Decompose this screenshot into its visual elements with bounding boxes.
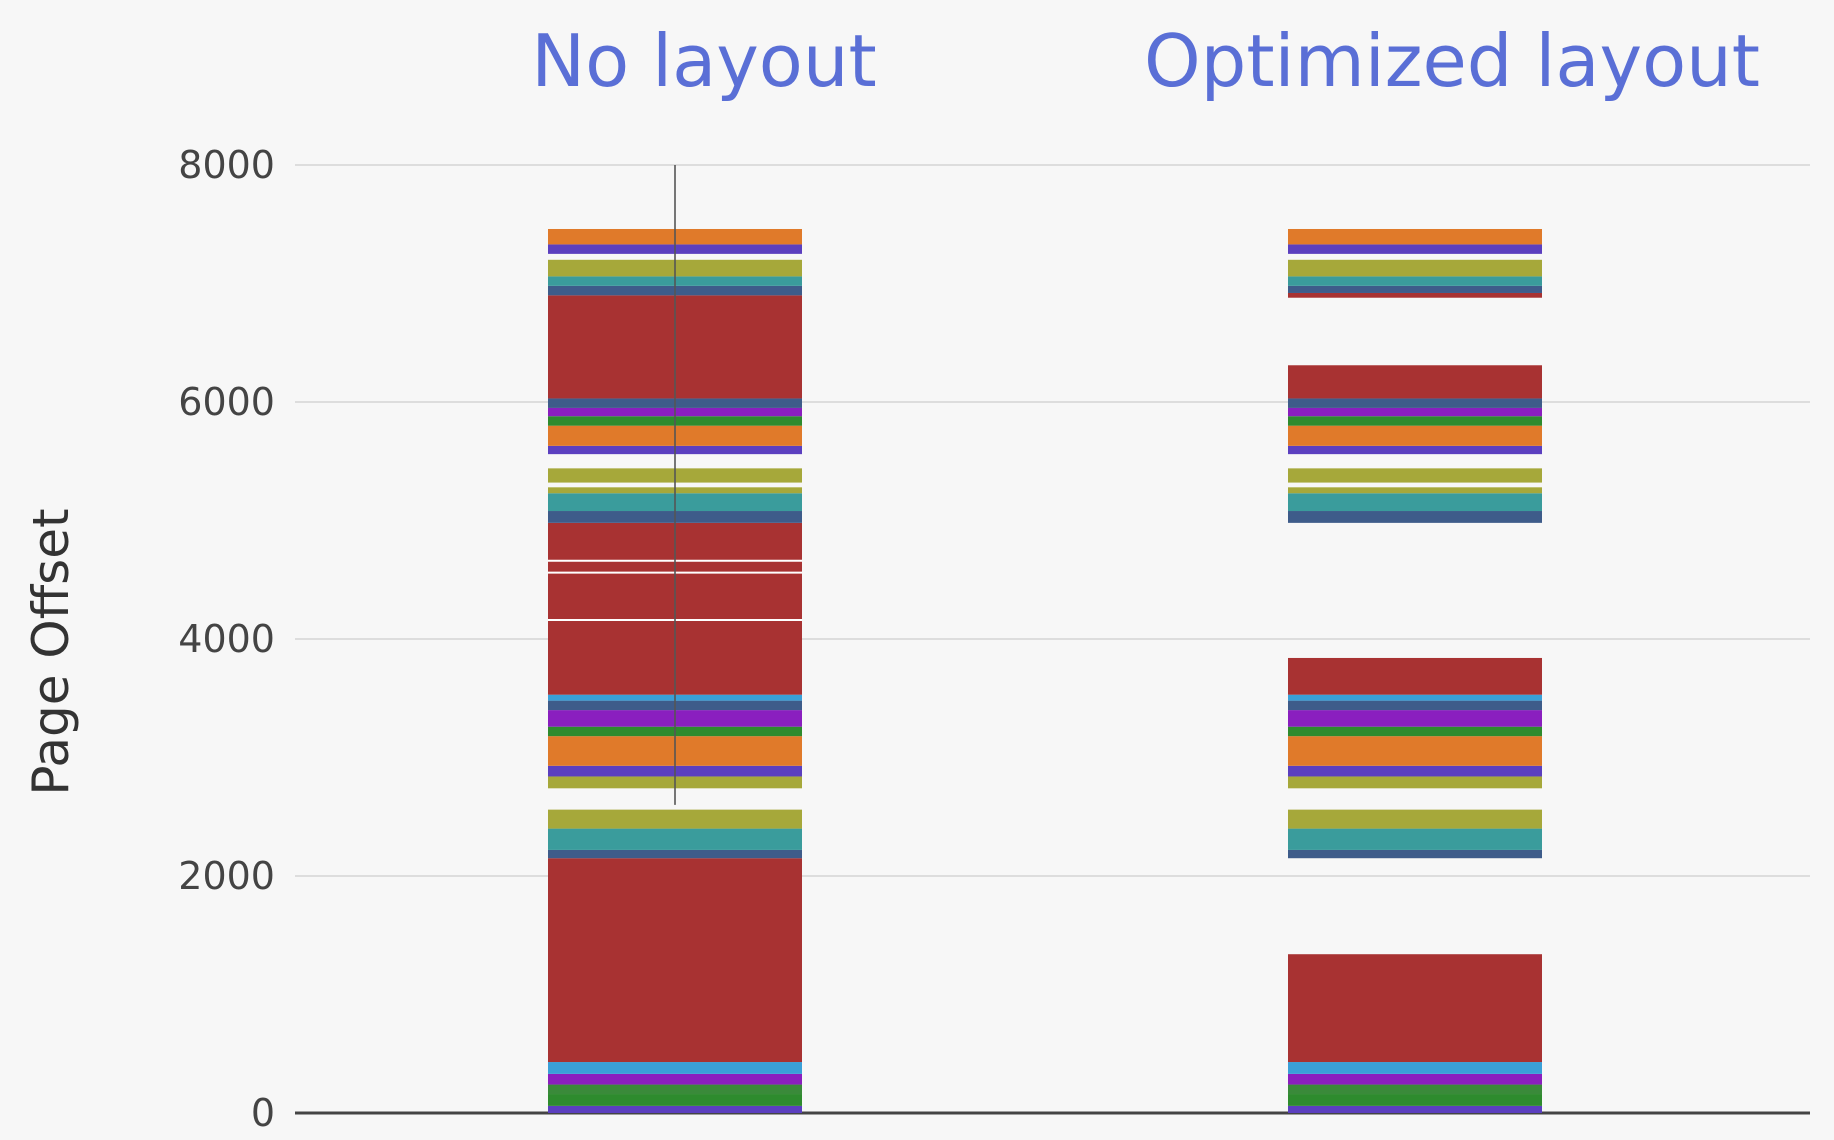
- page-segment: [1288, 407, 1542, 417]
- page-segment: [1288, 828, 1542, 850]
- page-segment: [548, 828, 802, 850]
- page-segment: [1288, 776, 1542, 789]
- column-title-no-layout: No layout: [531, 19, 876, 103]
- page-segment: [1288, 657, 1542, 695]
- page-segment: [1288, 276, 1542, 286]
- page-segment: [1288, 259, 1542, 277]
- page-segment: [1288, 468, 1542, 483]
- page-segment: [1288, 365, 1542, 399]
- page-segment: [548, 849, 802, 859]
- page-segment: [1288, 416, 1542, 426]
- page-segment: [548, 1073, 802, 1085]
- page-segment: [1288, 487, 1542, 494]
- y-axis-ticks: 0 2000 4000 6000 8000: [178, 143, 275, 1135]
- y-tick-label: 2000: [178, 854, 275, 898]
- y-tick-label: 8000: [178, 143, 275, 187]
- page-segment: [1288, 726, 1542, 737]
- y-axis-label: Page Offset: [22, 508, 80, 795]
- page-segment: [548, 858, 802, 1063]
- column-title-optimized-layout: Optimized layout: [1144, 19, 1760, 103]
- page-segment: [1288, 849, 1542, 859]
- page-segment: [548, 1062, 802, 1074]
- grid-lines: [295, 164, 1810, 1115]
- page-segment: [1288, 694, 1542, 701]
- page-segment: [1288, 1073, 1542, 1085]
- page-segment: [1288, 285, 1542, 293]
- page-segment: [1288, 425, 1542, 446]
- page-segment: [1288, 228, 1542, 245]
- page-segment: [1288, 445, 1542, 455]
- page-segment: [1288, 954, 1542, 1063]
- page-segment: [1288, 736, 1542, 766]
- page-segment: [1288, 1084, 1542, 1095]
- page-segment: [1288, 511, 1542, 523]
- page-segment: [548, 1084, 802, 1095]
- bars: [548, 228, 1542, 1113]
- page-segment: [548, 1094, 802, 1106]
- page-segment: [1288, 700, 1542, 711]
- y-tick-label: 6000: [178, 380, 275, 424]
- page-segment: [1288, 493, 1542, 512]
- page-segment: [1288, 1105, 1542, 1113]
- bar-optimized-layout: [1288, 228, 1542, 1113]
- axis-overlays: [548, 165, 802, 805]
- y-tick-label: 0: [251, 1091, 275, 1135]
- page-segment: [1288, 809, 1542, 829]
- page-segment: [1288, 292, 1542, 298]
- page-segment: [1288, 1062, 1542, 1074]
- page-segment: [1288, 1094, 1542, 1106]
- page-segment: [1288, 765, 1542, 777]
- y-tick-label: 4000: [178, 617, 275, 661]
- page-segment: [548, 809, 802, 829]
- page-segment: [1288, 244, 1542, 254]
- page-segment: [548, 1105, 802, 1113]
- page-segment: [1288, 710, 1542, 727]
- page-segment: [1288, 398, 1542, 408]
